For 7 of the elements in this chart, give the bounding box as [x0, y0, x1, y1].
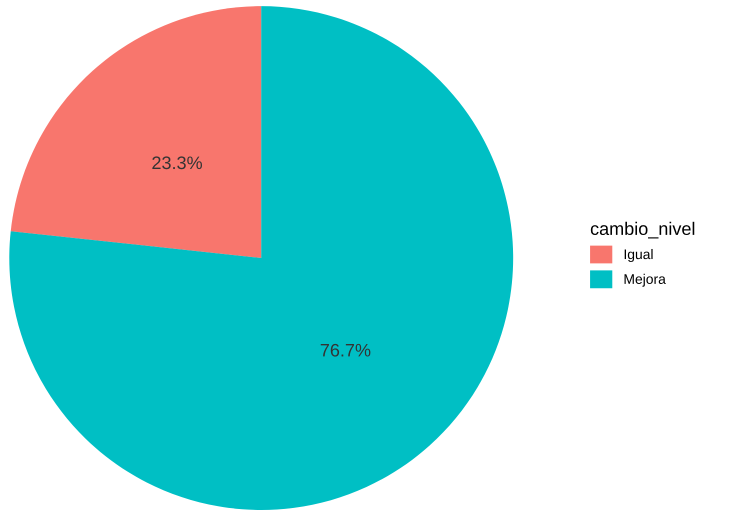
- legend-label: Mejora: [624, 274, 666, 287]
- data-label: 23.3%: [152, 156, 202, 170]
- pie-slice: [9, 6, 514, 510]
- legend-label: Igual: [624, 248, 653, 262]
- pie-slice: [10, 6, 262, 258]
- data-label: 76.7%: [320, 344, 370, 357]
- legend-title: cambio_nivel: [590, 222, 694, 238]
